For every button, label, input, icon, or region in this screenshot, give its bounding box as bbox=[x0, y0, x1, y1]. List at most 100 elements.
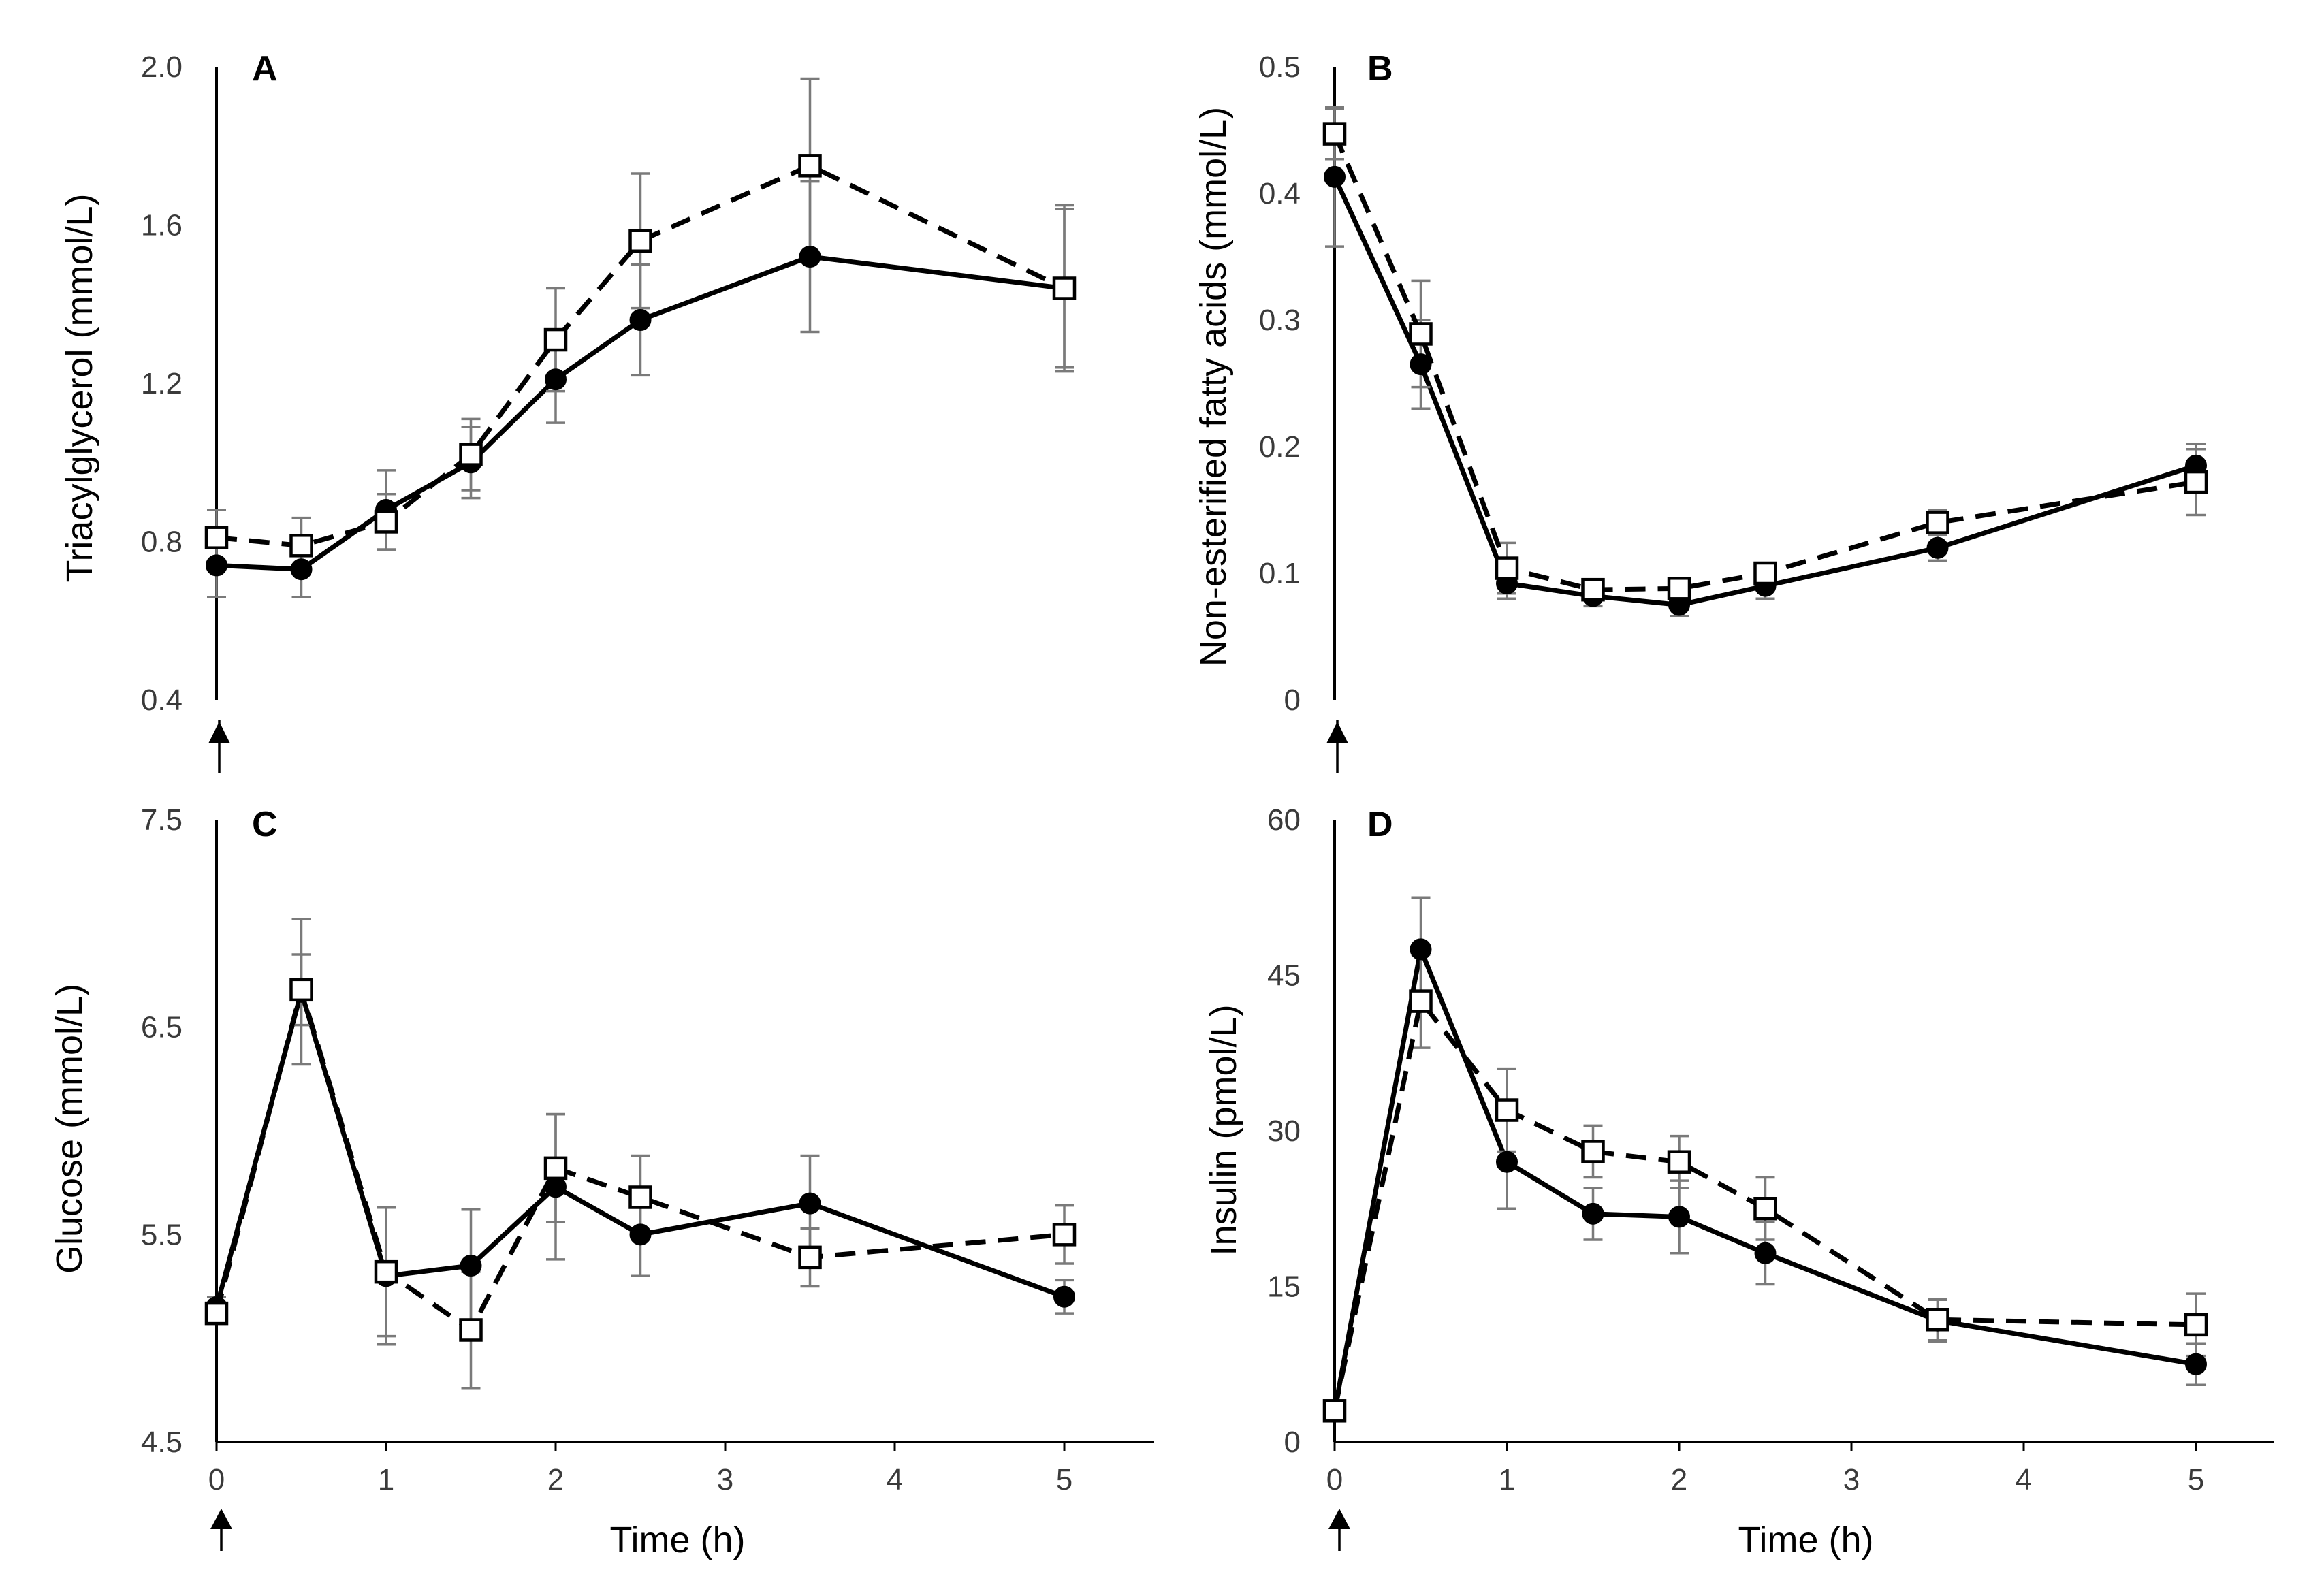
data-point-square-a bbox=[459, 443, 483, 466]
y-tick-label-b: 0.2 bbox=[1259, 430, 1301, 464]
data-point-square-b bbox=[2184, 470, 2208, 494]
data-point-square-d bbox=[1667, 1150, 1691, 1174]
panel-d: D Insulin (pmol/L) Time (h) 0 15 30 45 60 0 1 2… bbox=[1203, 803, 2274, 1560]
data-point-square-d bbox=[1581, 1140, 1605, 1163]
series-line-square-d bbox=[1332, 995, 2197, 1412]
y-axis-title-d: Insulin (pmol/L) bbox=[1203, 1004, 1244, 1255]
panel-letter-c: C bbox=[252, 805, 278, 844]
x-axis-title-d: Time (h) bbox=[1738, 1520, 1874, 1560]
y-tick-label-b: 0 bbox=[1284, 684, 1301, 717]
data-point-circle-c bbox=[1053, 1285, 1075, 1308]
y-tick-label-b: 0.5 bbox=[1259, 50, 1301, 84]
y-tick-label-d: 15 bbox=[1267, 1270, 1301, 1304]
data-point-circle-a bbox=[629, 309, 652, 331]
data-point-square-c bbox=[628, 1185, 652, 1209]
data-point-square-c bbox=[374, 1259, 398, 1284]
y-tick-label-c: 5.5 bbox=[141, 1218, 182, 1251]
x-tick-label-c: 5 bbox=[1056, 1463, 1072, 1496]
data-point-circle-b bbox=[1410, 353, 1432, 376]
data-point-square-c bbox=[289, 978, 313, 1002]
data-point-square-a bbox=[289, 534, 313, 558]
series-line-circle-c bbox=[214, 983, 1066, 1308]
plot-area-b: 0 0.1 0.2 0.3 0.4 0.5 bbox=[1259, 50, 2208, 773]
x-tick-label-c: 4 bbox=[887, 1463, 903, 1496]
plot-area-a: 0.4 0.8 1.2 1.6 2.0 bbox=[141, 50, 1077, 773]
data-point-circle-d bbox=[1496, 1151, 1518, 1173]
panel-letter-d: D bbox=[1367, 805, 1393, 844]
data-point-square-b bbox=[1667, 577, 1691, 600]
data-point-square-d bbox=[2184, 1313, 2208, 1337]
data-point-square-a bbox=[204, 526, 229, 549]
data-point-circle-a bbox=[206, 554, 227, 577]
y-tick-label-b: 0.4 bbox=[1259, 177, 1301, 210]
data-point-circle-a bbox=[799, 246, 821, 268]
y-tick-label-a: 0.8 bbox=[141, 526, 182, 559]
x-tick-label-d: 1 bbox=[1499, 1463, 1515, 1496]
data-point-square-a bbox=[1052, 276, 1077, 300]
panel-b: B Non-esterified fatty acids (mmol/L) 00… bbox=[1193, 49, 2208, 773]
y-tick-label-c: 6.5 bbox=[141, 1011, 182, 1044]
y-tick-label-c: 4.5 bbox=[141, 1426, 182, 1459]
data-point-circle-b bbox=[1324, 165, 1346, 188]
series-line-circle-d bbox=[1332, 941, 2197, 1411]
data-point-square-a bbox=[543, 327, 568, 352]
meal-arrow-icon-d bbox=[1328, 1509, 1350, 1529]
data-point-square-d bbox=[1322, 1399, 1347, 1423]
data-point-square-b bbox=[1926, 511, 1949, 534]
data-point-circle-c bbox=[799, 1192, 821, 1215]
y-tick-label-a: 2.0 bbox=[141, 50, 182, 84]
y-tick-label-b: 0.1 bbox=[1259, 557, 1301, 590]
x-tick-label-d: 0 bbox=[1326, 1463, 1343, 1496]
data-point-circle-c bbox=[629, 1223, 652, 1246]
y-tick-label-c: 7.5 bbox=[141, 803, 182, 837]
x-axis-title-c: Time (h) bbox=[610, 1520, 746, 1560]
x-tick-label-c: 0 bbox=[208, 1463, 225, 1496]
x-tick-label-c: 1 bbox=[378, 1463, 394, 1496]
y-axis-title-b: Non-esterified fatty acids (mmol/L) bbox=[1193, 107, 1234, 667]
series-line-square-a bbox=[216, 163, 1066, 548]
data-point-circle-d bbox=[1668, 1206, 1690, 1228]
data-point-circle-a bbox=[545, 368, 567, 391]
data-point-square-c bbox=[459, 1318, 483, 1342]
data-point-square-b bbox=[1581, 577, 1605, 602]
data-point-square-d bbox=[1926, 1307, 1949, 1332]
data-point-square-b bbox=[1495, 556, 1519, 580]
panel-c: C Glucose (mmol/L) Time (h) 4.5 5.5 6.5 7.5… bbox=[49, 803, 1154, 1560]
y-tick-label-d: 0 bbox=[1284, 1426, 1301, 1459]
data-point-square-a bbox=[798, 154, 822, 178]
meal-arrow-icon-a bbox=[208, 722, 230, 743]
y-tick-label-b: 0.3 bbox=[1259, 304, 1301, 337]
meal-arrow-icon-b bbox=[1326, 722, 1348, 743]
data-point-square-d bbox=[1409, 989, 1433, 1013]
y-tick-label-d: 60 bbox=[1267, 803, 1301, 837]
y-axis-title-a: Triacylglycerol (mmol/L) bbox=[59, 193, 100, 582]
series-line-square-c bbox=[214, 980, 1065, 1334]
x-tick-label-d: 5 bbox=[2188, 1463, 2204, 1496]
y-tick-label-a: 0.4 bbox=[141, 684, 182, 717]
data-point-square-a bbox=[628, 229, 652, 253]
x-tick-label-c: 3 bbox=[717, 1463, 733, 1496]
plot-area-c: 4.5 5.5 6.5 7.5 0 1 2 3 4 5 bbox=[141, 803, 1154, 1551]
x-tick-label-c: 2 bbox=[547, 1463, 564, 1496]
series-line-circle-a bbox=[216, 254, 1065, 572]
data-point-circle-d bbox=[2185, 1353, 2207, 1375]
y-tick-label-a: 1.2 bbox=[141, 367, 182, 400]
y-tick-label-d: 45 bbox=[1267, 959, 1301, 993]
data-point-square-b bbox=[1409, 322, 1433, 346]
meal-arrow-icon-c bbox=[210, 1509, 232, 1529]
data-point-square-b bbox=[1753, 561, 1777, 585]
data-point-circle-a bbox=[290, 558, 313, 581]
data-point-square-c bbox=[798, 1245, 822, 1270]
y-tick-label-a: 1.6 bbox=[141, 209, 182, 242]
x-tick-label-d: 2 bbox=[1671, 1463, 1687, 1496]
data-point-circle-d bbox=[1754, 1242, 1777, 1264]
data-point-circle-c bbox=[460, 1255, 482, 1277]
series-line-square-b bbox=[1332, 133, 2197, 592]
y-axis-title-c: Glucose (mmol/L) bbox=[49, 984, 90, 1274]
data-point-square-d bbox=[1753, 1197, 1777, 1221]
data-point-circle-d bbox=[1582, 1202, 1604, 1225]
y-tick-label-d: 30 bbox=[1267, 1114, 1301, 1148]
x-tick-label-d: 3 bbox=[1843, 1463, 1860, 1496]
